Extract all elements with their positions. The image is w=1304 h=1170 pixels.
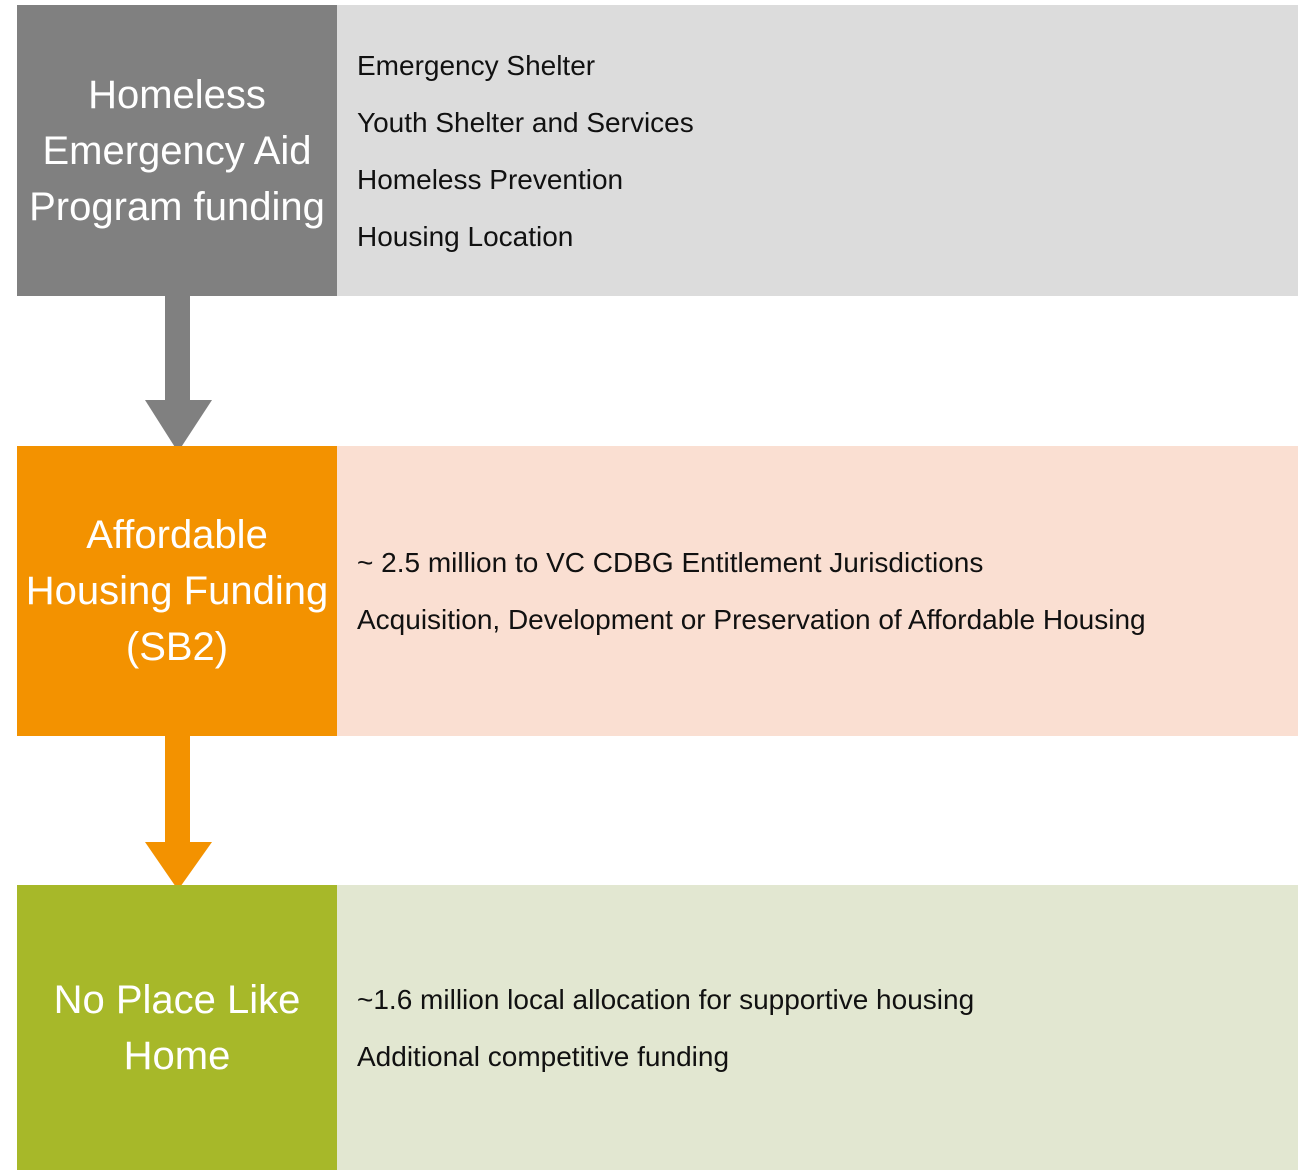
row: No Place Like Home ~1.6 million local all… bbox=[17, 885, 1298, 1170]
arrow-head bbox=[145, 400, 212, 452]
block-panel: ~ 2.5 million to VC CDBG Entitlement Jur… bbox=[337, 446, 1298, 736]
block-title: Affordable Housing Funding (SB2) bbox=[17, 446, 337, 736]
arrow-shaft bbox=[165, 736, 190, 844]
block-title: No Place Like Home bbox=[17, 885, 337, 1170]
item: Youth Shelter and Services bbox=[357, 106, 694, 138]
item: ~1.6 million local allocation for suppor… bbox=[357, 983, 975, 1015]
item: Additional competitive funding bbox=[357, 1040, 730, 1072]
item: ~ 2.5 million to VC CDBG Entitlement Jur… bbox=[357, 547, 984, 578]
row: Homeless Emergency Aid Program funding Em… bbox=[17, 5, 1298, 296]
row: Affordable Housing Funding (SB2) ~ 2.5 mi… bbox=[17, 446, 1298, 736]
block-title: Homeless Emergency Aid Program funding bbox=[17, 5, 337, 296]
block-panel: Emergency Shelter Youth Shelter and Servi… bbox=[337, 5, 1298, 296]
item: Emergency Shelter bbox=[357, 49, 596, 81]
item: Housing Location bbox=[357, 220, 574, 252]
arrow-shaft bbox=[165, 296, 190, 402]
block-panel: ~1.6 million local allocation for suppor… bbox=[337, 885, 1298, 1170]
item: Homeless Prevention bbox=[357, 163, 624, 195]
arrow-head bbox=[145, 842, 212, 890]
item: Acquisition, Development or Preservation… bbox=[357, 604, 1146, 635]
